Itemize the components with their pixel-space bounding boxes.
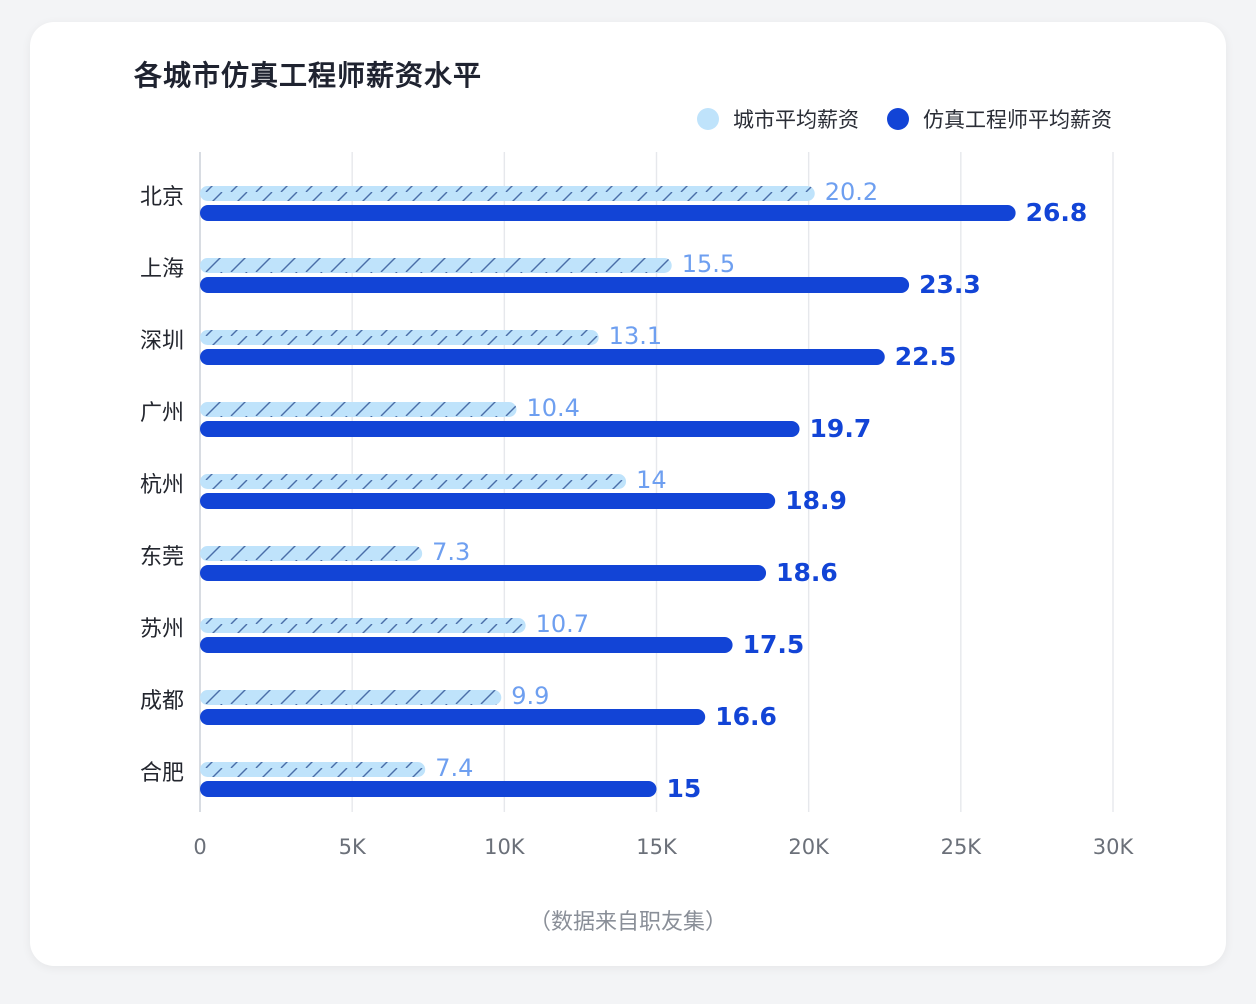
- category-label: 杭州: [140, 473, 184, 498]
- legend-item-engineer: 仿真工程师平均薪资: [887, 104, 1112, 134]
- bar-city: [200, 258, 672, 273]
- chart-title: 各城市仿真工程师薪资水平: [134, 59, 483, 92]
- data-label-city: 10.4: [527, 394, 580, 422]
- bar-city: [200, 762, 426, 777]
- x-tick-label: 0: [193, 835, 206, 859]
- x-tick-label: 20K: [788, 835, 830, 859]
- data-label-engineer: 18.9: [785, 486, 847, 515]
- category-label: 北京: [140, 185, 184, 210]
- chart-footnote: （数据来自职友集）: [528, 910, 727, 935]
- category-label: 广州: [140, 401, 184, 426]
- bar-engineer: [200, 709, 706, 725]
- data-label-engineer: 15: [667, 774, 702, 803]
- category-label: 深圳: [140, 329, 184, 354]
- x-tick-label: 15K: [636, 835, 678, 859]
- data-label-engineer: 18.6: [776, 558, 838, 587]
- bar-city: [200, 186, 815, 201]
- category-label: 合肥: [140, 761, 184, 786]
- bar-city: [200, 546, 423, 561]
- bar-engineer: [200, 277, 910, 293]
- bar-engineer: [200, 349, 885, 365]
- legend-label-engineer: 仿真工程师平均薪资: [923, 108, 1112, 132]
- data-label-city: 10.7: [536, 610, 589, 638]
- bar-engineer: [200, 565, 767, 581]
- legend-label-city: 城市平均薪资: [733, 108, 859, 132]
- bar-city: [200, 402, 517, 417]
- bar-city: [200, 330, 599, 345]
- legend-swatch-city: [697, 108, 719, 130]
- legend-item-city: 城市平均薪资: [697, 104, 859, 134]
- bar-city: [200, 690, 502, 705]
- x-tick-label: 25K: [941, 835, 983, 859]
- category-label: 上海: [140, 257, 184, 282]
- data-label-city: 15.5: [682, 250, 735, 278]
- x-tick-label: 10K: [484, 835, 526, 859]
- bar-city: [200, 618, 526, 633]
- data-label-city: 20.2: [825, 178, 878, 206]
- x-tick-label: 30K: [1093, 835, 1135, 859]
- bar-engineer: [200, 421, 800, 437]
- bar-engineer: [200, 493, 776, 509]
- legend-swatch-engineer: [887, 108, 909, 130]
- data-label-engineer: 16.6: [715, 702, 777, 731]
- chart-legend: 城市平均薪资 仿真工程师平均薪资: [697, 104, 1112, 134]
- data-label-engineer: 23.3: [919, 270, 981, 299]
- data-label-city: 7.4: [435, 754, 473, 782]
- data-label-engineer: 22.5: [895, 342, 957, 371]
- data-label-city: 14: [636, 466, 667, 494]
- data-label-engineer: 26.8: [1026, 198, 1088, 227]
- data-label-engineer: 19.7: [810, 414, 872, 443]
- data-label-city: 9.9: [511, 682, 549, 710]
- bar-engineer: [200, 205, 1016, 221]
- category-label: 成都: [140, 689, 184, 714]
- bar-engineer: [200, 637, 733, 653]
- category-label: 苏州: [140, 617, 184, 642]
- category-label: 东莞: [140, 545, 184, 570]
- x-tick-label: 5K: [339, 835, 367, 859]
- bar-city: [200, 474, 627, 489]
- data-label-engineer: 17.5: [743, 630, 805, 659]
- data-label-city: 7.3: [432, 538, 470, 566]
- data-label-city: 13.1: [609, 322, 662, 350]
- bar-engineer: [200, 781, 657, 797]
